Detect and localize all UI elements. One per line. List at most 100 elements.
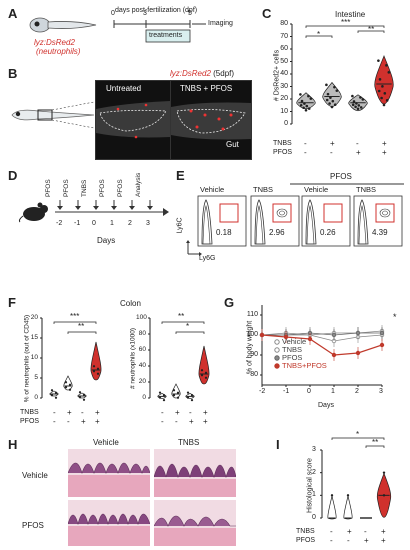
- chart-f-left-point: [54, 396, 58, 399]
- chart-f-right-point: [186, 391, 190, 394]
- micrograph-tnbs-pfos: [170, 80, 252, 160]
- chart-f-right-ytick-label: 0: [142, 394, 146, 401]
- chart-f-left-point: [96, 372, 100, 375]
- chart-f-right-violin-1: [171, 383, 181, 399]
- chart-c-ytick-label: 30: [280, 82, 288, 90]
- chart-c-point: [351, 103, 355, 107]
- chart-c-sig-bracket: [305, 25, 385, 28]
- chart-f-left-row-tnbs-1: +: [67, 408, 72, 417]
- panel-label-h: H: [8, 437, 18, 452]
- chart-c-ytick-label: 70: [280, 32, 288, 40]
- flow-condition-1: TNBS: [253, 185, 274, 194]
- chart-f-left-point: [78, 391, 82, 394]
- chart-f-right-ytick-label: 60: [138, 346, 146, 353]
- chart-g-ytick-label: 110: [246, 311, 258, 318]
- chart-f-left-ytick-label: 10: [30, 354, 38, 361]
- chart-c-point: [351, 94, 354, 98]
- chart-g-point: [259, 332, 265, 338]
- chart-i-point: [346, 494, 350, 497]
- chart-f-right-sig-star: *: [186, 322, 190, 331]
- chart-c-row-tnbs-1: +: [330, 139, 335, 148]
- chart-i-sig-star: *: [356, 430, 360, 439]
- treatments-box-label: treatments: [149, 32, 183, 39]
- chart-f-left-row-pfos-3: +: [95, 417, 100, 426]
- timeline-arrow: [93, 200, 99, 210]
- chart-i-row-tnbs-2: -: [364, 527, 367, 536]
- micrograph-untreated: [95, 80, 171, 160]
- chart-f-left-row-pfos-2: +: [81, 417, 86, 426]
- panel-label-c: C: [262, 6, 272, 21]
- zebrafish-whole-icon: [11, 101, 95, 129]
- chart-g-legend-marker-3: [274, 363, 280, 369]
- chart-f-left-point: [82, 398, 86, 401]
- panel-label-d: D: [8, 168, 18, 183]
- histology-vehicle-vehicle: [68, 449, 150, 497]
- chart-f-right-point: [172, 394, 176, 397]
- chart-c-point: [378, 78, 382, 81]
- chart-c-point: [385, 99, 389, 102]
- histology-pfos-vehicle: [68, 500, 150, 546]
- panel-b-title: lyz:DsRed2 (5dpf): [170, 69, 235, 78]
- chart-f-left-point: [50, 389, 54, 392]
- timeline-day-5: 3: [146, 220, 150, 227]
- panel-f-title: Colon: [120, 299, 141, 308]
- flow-gate-value-3: 4.39: [372, 228, 388, 237]
- chart-f-right-point: [158, 396, 162, 399]
- gut-label: Gut: [226, 140, 239, 149]
- chart-f-right-ylabel: # neutrophils (x1000): [129, 327, 137, 390]
- chart-f-left-point: [92, 365, 96, 368]
- panel-label-a: A: [8, 6, 18, 21]
- flow-plot-1: [250, 195, 300, 247]
- chart-g-xtick-label: 2: [355, 388, 359, 395]
- fish-line-sublabel: (neutrophils): [36, 47, 81, 56]
- timeline-day-2: 0: [92, 220, 96, 227]
- chart-f-left-row-tnbs-2: -: [81, 408, 84, 417]
- chart-g-point: [379, 342, 385, 348]
- chart-f-left-row-tnbs-0: -: [53, 408, 56, 417]
- chart-f-right-point: [200, 374, 204, 377]
- chart-f-left-point: [50, 394, 54, 397]
- chart-f-right-row-pfos-2: +: [189, 417, 194, 426]
- chart-f-right-ytick-label: 80: [138, 330, 146, 337]
- chart-f-left: [40, 317, 102, 401]
- chart-f-left-ytick-label: 20: [30, 314, 38, 321]
- chart-c-row-tnbs-2: -: [356, 139, 359, 148]
- timeline-xlabel: Days: [97, 236, 116, 245]
- chart-f-right-point: [190, 394, 194, 397]
- chart-c-point: [330, 105, 334, 109]
- chart-f-right-point: [204, 376, 208, 379]
- flow-group-line: [290, 183, 404, 185]
- timeline-arrow: [75, 200, 81, 210]
- chart-g-point: [331, 352, 337, 358]
- chart-f-right-point: [186, 396, 190, 399]
- chart-f-left-row-tnbs-3: +: [95, 408, 100, 417]
- chart-g-point: [307, 336, 313, 342]
- chart-c-point: [307, 107, 311, 110]
- panel-label-e: E: [176, 168, 185, 183]
- chart-c-point: [309, 97, 313, 100]
- histology-pfos-tnbs: [154, 500, 236, 546]
- chart-c-point: [299, 93, 302, 96]
- chart-c-sig-star: ***: [341, 18, 351, 27]
- chart-c-point: [357, 104, 361, 107]
- histo-row-pfos: PFOS: [22, 521, 44, 530]
- chart-c-point: [380, 96, 383, 100]
- chart-g-line-2: [262, 332, 382, 336]
- timeline-day-4: 2: [128, 220, 132, 227]
- chart-c-row-tnbs-3: +: [382, 139, 387, 148]
- timeline-treatment-4: PFOS: [117, 179, 124, 197]
- chart-i-row-tnbs-3: +: [381, 527, 386, 536]
- chart-f-left-point: [64, 386, 68, 389]
- chart-f-left-ytick-label: 15: [30, 334, 38, 341]
- flow-gate-value-0: 0.18: [216, 228, 232, 237]
- chart-f-right-row-pfos-1: -: [175, 417, 178, 426]
- chart-c-ytick-label: 10: [280, 107, 288, 115]
- chart-c-point: [387, 71, 391, 74]
- chart-i-ytick-label: 0: [312, 514, 316, 521]
- timeline-arrow: [111, 200, 117, 210]
- chart-i-ytick-label: 1: [312, 491, 316, 499]
- chart-i-sig-star: **: [372, 438, 379, 447]
- flow-plot-0: [197, 195, 247, 247]
- chart-f-left-row-pfos-1: -: [67, 417, 70, 426]
- chart-g-legend-marker-1: [274, 347, 280, 353]
